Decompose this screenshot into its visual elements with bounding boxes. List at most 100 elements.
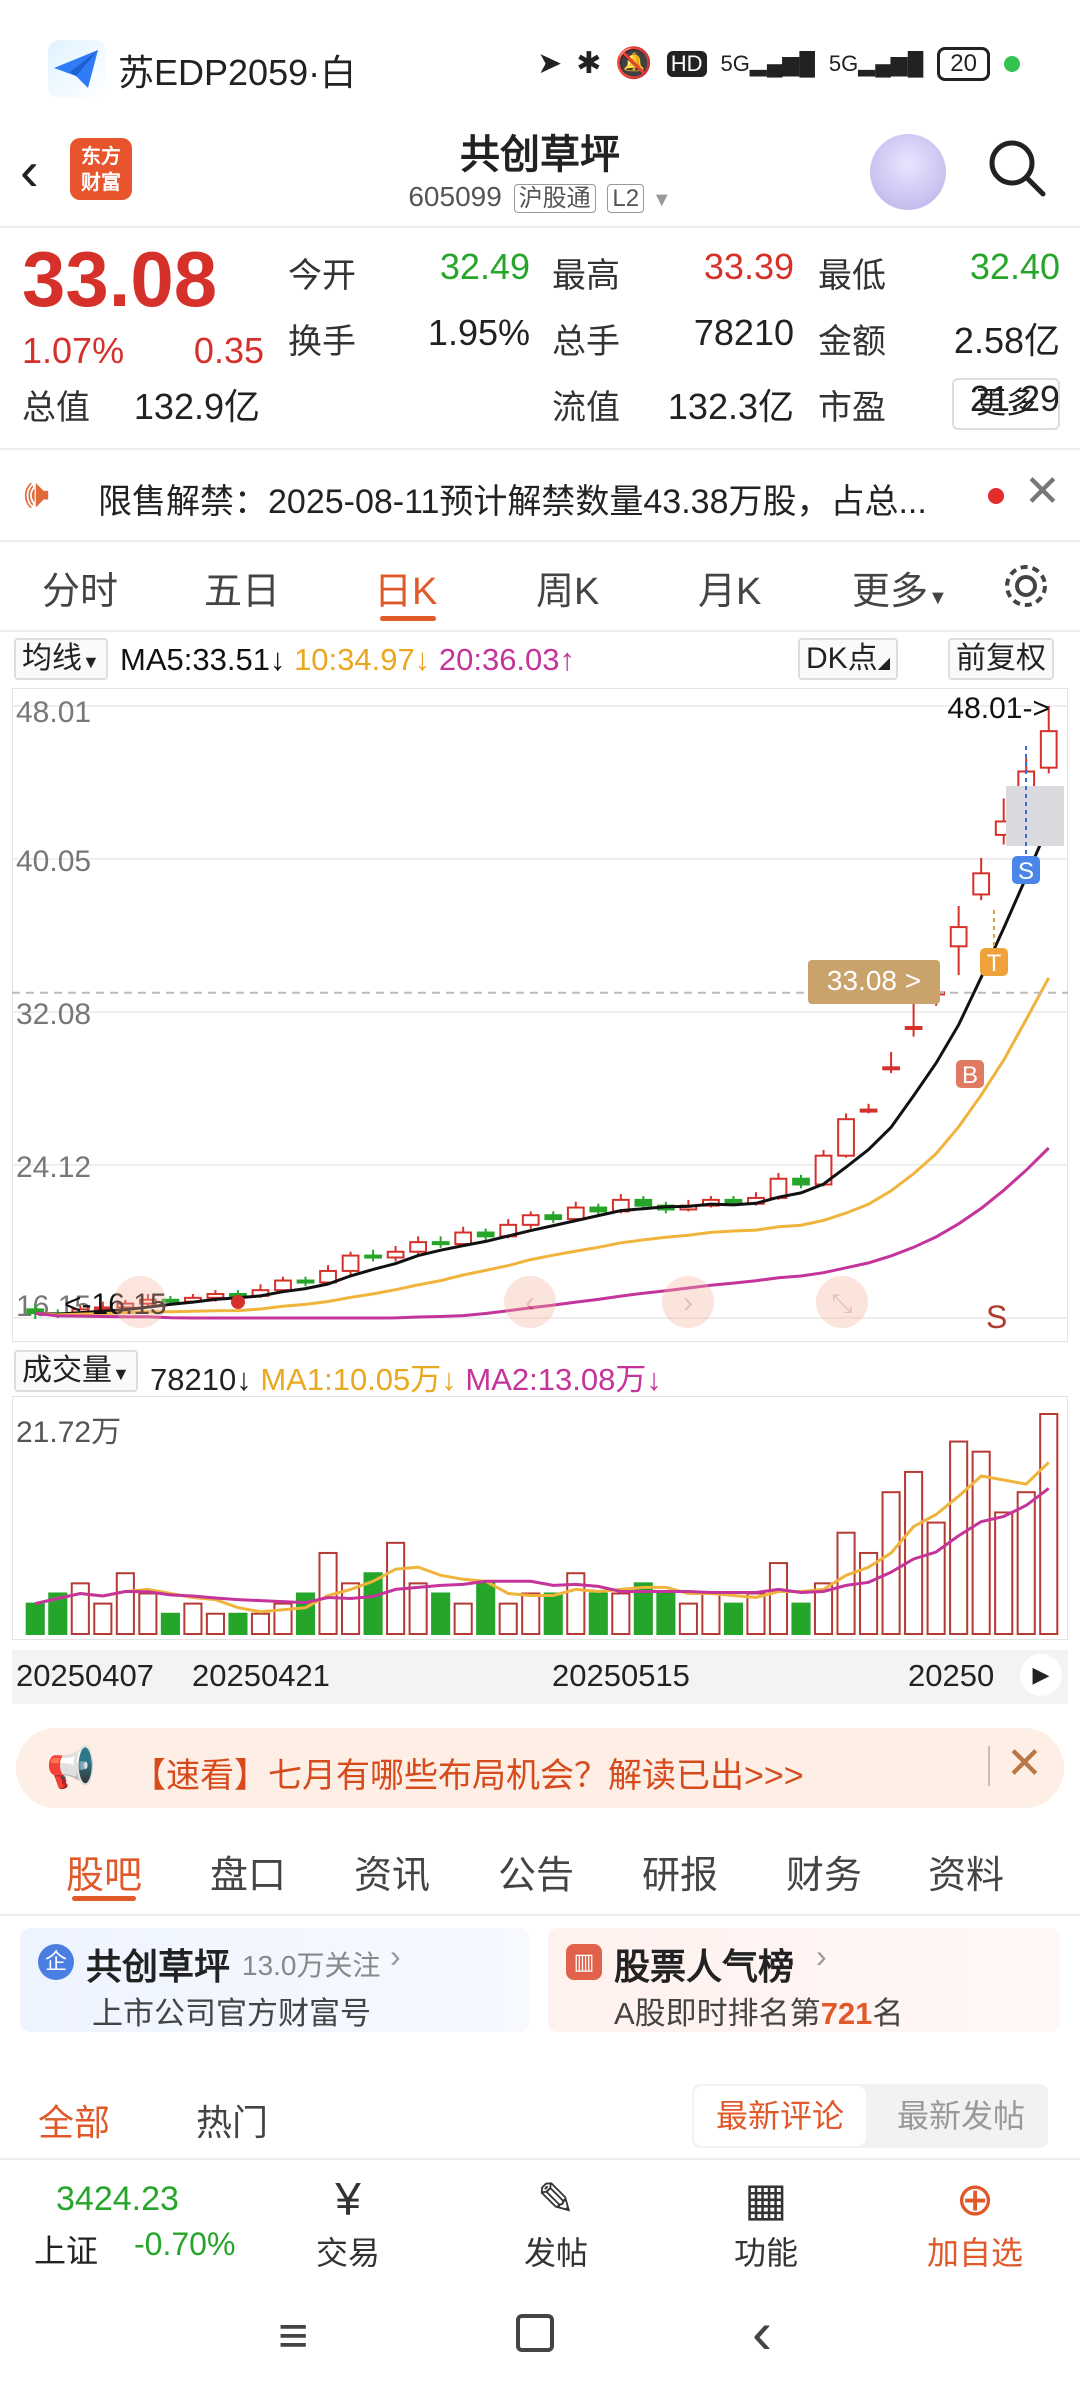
- card-title: 共创草坪: [86, 1946, 231, 1987]
- battery-icon: 20: [937, 46, 990, 81]
- sell-marker[interactable]: [1012, 856, 1040, 884]
- ma-selector[interactable]: 均线▼: [14, 638, 108, 680]
- max-price-label: 48.01->: [947, 692, 1050, 725]
- quote-panel: 33.08 1.07% 0.35 今开 32.49 最高 33.39 最低 32.40 换手…: [0, 230, 1080, 450]
- event-dot[interactable]: [231, 1295, 245, 1309]
- stock-code-line[interactable]: 605099 沪股通 L2 ▼: [0, 178, 1080, 213]
- nav-left-far[interactable]: [114, 1276, 166, 1328]
- quote-label: 今开: [288, 257, 356, 295]
- quote-value: 21.29: [969, 378, 1060, 419]
- bottom-sell-signal: S: [986, 1299, 1007, 1335]
- volume-bar: [453, 1602, 473, 1636]
- scroll-right-icon[interactable]: ▶: [1020, 1654, 1062, 1696]
- speaker-icon: 🕪: [24, 472, 50, 516]
- content-tab[interactable]: 股吧: [66, 1855, 143, 1897]
- chart-gridlines: [12, 705, 1068, 1319]
- menu-icon[interactable]: ≡: [278, 2307, 309, 2365]
- promo-banner[interactable]: 📢 【速看】七月有哪些布局机会？解读已出>>> ✕: [16, 1728, 1064, 1808]
- content-tab[interactable]: 资料: [928, 1855, 1005, 1897]
- volume-bar: [341, 1582, 361, 1636]
- sort-latest-comment[interactable]: 最新评论: [694, 2086, 866, 2146]
- y-axis-label: 24.12: [16, 1151, 91, 1184]
- date-label: 20250515: [552, 1658, 690, 1693]
- volume-value: 78210: [150, 1362, 237, 1397]
- ma20-arrow-up-icon: ↑: [559, 642, 576, 677]
- close-icon[interactable]: ✕: [1024, 467, 1061, 516]
- popularity-card[interactable]: ▥ 股票人气榜 › A股即时排名第721名: [548, 1928, 1060, 2032]
- content-tab[interactable]: 公告: [498, 1855, 575, 1897]
- content-tab[interactable]: 财务: [786, 1855, 863, 1897]
- company-account-card[interactable]: 企 共创草坪 13.0万关注 › 上市公司官方财富号: [20, 1928, 530, 2032]
- volume-chart[interactable]: 21.72万: [12, 1396, 1068, 1640]
- unlock-notice[interactable]: 🕪 限售解禁：2025-08-11预计解禁数量43.38万股，占总... ✕: [0, 452, 1080, 538]
- back-icon[interactable]: ‹: [752, 2299, 772, 2366]
- ma5-value: MA5:33.51: [120, 642, 270, 677]
- assistant-avatar[interactable]: [870, 134, 946, 210]
- adjust-button[interactable]: 前复权: [948, 638, 1054, 680]
- gear-icon[interactable]: [1000, 560, 1052, 612]
- volume-bar: [949, 1440, 969, 1635]
- nav-add-watchlist[interactable]: ⊕ 加自选: [920, 2170, 1030, 2274]
- nav-functions-label: 功能: [733, 2235, 798, 2271]
- nav-functions[interactable]: ▦ 功能: [718, 2170, 814, 2274]
- quote-label: 市盈: [818, 389, 886, 427]
- search-icon[interactable]: [985, 136, 1049, 200]
- more-button[interactable]: 更多: [952, 378, 1060, 430]
- arrow-down-icon: ↓: [236, 1362, 252, 1397]
- candle-body: [589, 1206, 608, 1213]
- ma-values: MA5:33.51↓ 10:34.97↓ 20:36.03↑: [120, 642, 575, 678]
- content-tab[interactable]: 资讯: [354, 1855, 431, 1897]
- buy-marker[interactable]: [956, 1060, 984, 1088]
- close-icon[interactable]: ✕: [1006, 1739, 1043, 1788]
- tab-weekly-k[interactable]: 周K: [536, 571, 600, 613]
- candle-body: [26, 1308, 45, 1315]
- index-value[interactable]: 3424.23: [56, 2180, 179, 2218]
- quote-label: 金额: [818, 323, 886, 361]
- current-price-tag[interactable]: [808, 960, 940, 1004]
- volume-bar: [70, 1582, 90, 1636]
- tab-intraday[interactable]: 分时: [42, 571, 119, 613]
- volume-bar: [566, 1572, 586, 1635]
- t-marker[interactable]: [980, 948, 1008, 976]
- feed-tab-hot[interactable]: 热门: [196, 2102, 269, 2143]
- back-button[interactable]: ‹: [20, 139, 39, 202]
- volume-selector[interactable]: 成交量▼: [14, 1350, 138, 1392]
- quote-value: 32.49: [439, 246, 530, 287]
- candle-body: [476, 1231, 495, 1238]
- volume-bar: [994, 1511, 1014, 1635]
- chevron-left-icon: ‹: [525, 1286, 535, 1319]
- logo-line-2: 财富: [81, 172, 121, 194]
- volume-bar: [295, 1592, 316, 1635]
- expand-button[interactable]: [816, 1276, 868, 1328]
- tab-more[interactable]: 更多▼: [852, 560, 948, 615]
- dk-point-label: DK点: [806, 642, 878, 675]
- volume-bar: [1016, 1491, 1036, 1636]
- nav-trade[interactable]: ¥ 交易: [300, 2170, 396, 2274]
- dropdown-icon: ▼: [928, 587, 948, 609]
- candle-body: [1039, 730, 1058, 769]
- chart-frame: [12, 688, 1068, 1342]
- tab-daily-k[interactable]: 日K: [374, 571, 438, 613]
- nav-right-button[interactable]: [662, 1276, 714, 1328]
- candle-body: [386, 1250, 405, 1259]
- nav-left-button[interactable]: [504, 1276, 556, 1328]
- volume-bar: [678, 1602, 698, 1636]
- candle-body: [634, 1198, 653, 1207]
- ma10-value: 10:34.97: [294, 642, 415, 677]
- content-tab[interactable]: 研报: [642, 1855, 719, 1897]
- card-desc: 上市公司官方财富号: [92, 1996, 371, 2031]
- tab-monthly-k[interactable]: 月K: [698, 571, 762, 613]
- home-icon[interactable]: [516, 2314, 554, 2352]
- volume-bars: [25, 1413, 1059, 1636]
- ma20-line: [35, 1146, 1050, 1320]
- nav-post[interactable]: ✎ 发帖: [508, 2170, 604, 2274]
- ma20-value: 20:36.03: [438, 642, 560, 677]
- sort-latest-post[interactable]: 最新发帖: [896, 2098, 1025, 2134]
- feed-tab-all[interactable]: 全部: [38, 2102, 111, 2143]
- candle-body: [904, 1025, 923, 1030]
- content-tab[interactable]: 盘口: [210, 1855, 287, 1897]
- dk-point-button[interactable]: DK点◢: [798, 638, 898, 680]
- tab-five-day[interactable]: 五日: [204, 571, 281, 613]
- volume-bar: [115, 1572, 135, 1635]
